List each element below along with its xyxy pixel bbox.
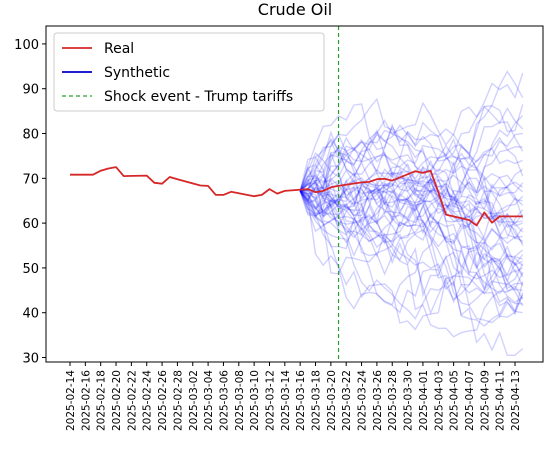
x-tick-label: 2025-04-03 (433, 370, 445, 431)
x-tick-label: 2025-04-11 (495, 370, 507, 431)
x-tick-label: 2025-02-18 (96, 370, 108, 431)
x-tick-label: 2025-04-07 (464, 370, 476, 431)
legend-label-3: Shock event - Trump tariffs (104, 89, 293, 105)
x-tick-label: 2025-03-16 (295, 370, 307, 431)
legend-label-2: Synthetic (104, 65, 170, 81)
x-tick-label: 2025-03-22 (341, 370, 353, 431)
x-tick-label: 2025-04-05 (449, 370, 461, 431)
x-tick-label: 2025-03-08 (234, 370, 246, 431)
x-tick-label: 2025-03-06 (218, 370, 230, 431)
legend: Real Synthetic Shock event - Trump tariffs (54, 33, 324, 111)
x-tick-label: 2025-02-28 (172, 370, 184, 431)
x-tick-label: 2025-03-04 (203, 370, 215, 431)
x-tick-label: 2025-02-16 (80, 370, 92, 431)
y-tick-label: 50 (22, 262, 39, 277)
x-tick-label: 2025-04-01 (418, 370, 430, 431)
x-tick-label: 2025-03-14 (280, 370, 292, 431)
y-tick-label: 100 (14, 38, 39, 53)
x-tick-label: 2025-03-10 (249, 370, 261, 431)
x-tick-label: 2025-02-14 (65, 370, 77, 431)
x-tick-label: 2025-03-28 (387, 370, 399, 431)
y-tick-label: 80 (22, 128, 39, 143)
x-tick-label: 2025-03-12 (264, 370, 276, 431)
x-tick-label: 2025-02-24 (142, 370, 154, 431)
x-tick-label: 2025-03-18 (311, 370, 323, 431)
x-tick-label: 2025-02-22 (126, 370, 138, 431)
y-tick-label: 40 (22, 307, 39, 322)
x-tick-label: 2025-03-30 (403, 370, 415, 431)
x-tick-label: 2025-02-20 (111, 370, 123, 431)
y-tick-label: 30 (22, 352, 39, 367)
x-tick-label: 2025-03-26 (372, 370, 384, 431)
x-tick-label: 2025-03-20 (326, 370, 338, 431)
y-tick-label: 60 (22, 217, 39, 232)
x-tick-label: 2025-04-09 (479, 370, 491, 431)
chart-title: Crude Oil (258, 0, 332, 19)
x-tick-label: 2025-03-02 (188, 370, 200, 431)
x-tick-label: 2025-04-13 (510, 370, 522, 431)
y-tick-label: 90 (22, 83, 39, 98)
x-tick-label: 2025-03-24 (357, 370, 369, 431)
y-tick-label: 70 (22, 172, 39, 187)
legend-label-1: Real (104, 41, 134, 57)
x-tick-label: 2025-02-26 (157, 370, 169, 431)
